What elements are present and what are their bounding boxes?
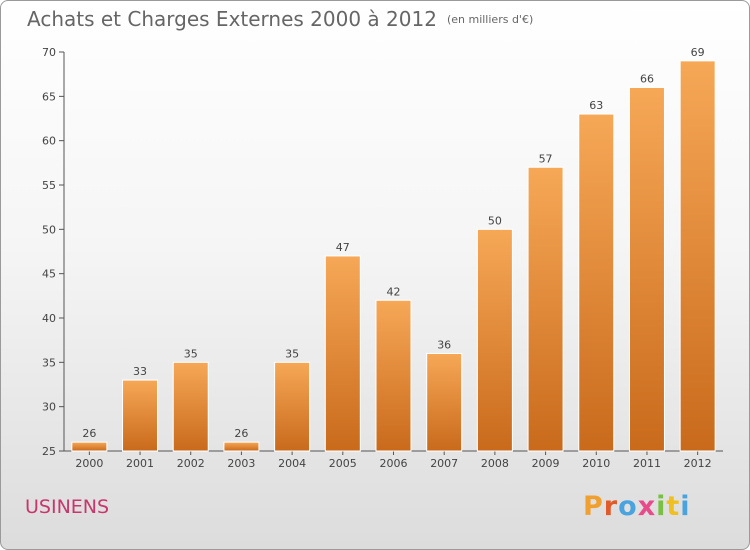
data-label: 26 xyxy=(82,427,96,440)
y-tick-label: 60 xyxy=(42,135,56,148)
logo-letter: x xyxy=(637,491,657,522)
axes: 25 30 35 40 45 50 55 60 65 70 2000 2001 2002 2003 2004… xyxy=(42,46,723,470)
x-tick-label: 2000 xyxy=(75,457,103,470)
labels: 26 33 35 26 35 47 42 36 50 57 63 66 69 xyxy=(82,46,704,440)
logo-letter: i xyxy=(656,491,667,522)
x-tick-label: 2004 xyxy=(278,457,306,470)
bar xyxy=(274,361,311,452)
data-label: 47 xyxy=(336,241,350,254)
y-tick-label: 65 xyxy=(42,90,56,103)
x-tick-label: 2008 xyxy=(481,457,509,470)
bar xyxy=(375,299,412,452)
logo-letter: t xyxy=(666,491,681,522)
bar xyxy=(71,441,108,452)
chart-title-text: Achats et Charges Externes 2000 à 2012 xyxy=(27,7,437,31)
chart-title: Achats et Charges Externes 2000 à 2012 (e… xyxy=(27,7,533,31)
logo-letter: r xyxy=(603,491,619,522)
y-tick-label: 50 xyxy=(42,223,56,236)
bar xyxy=(476,228,513,452)
bar xyxy=(578,113,615,452)
data-label: 50 xyxy=(488,214,502,227)
bar xyxy=(172,361,209,452)
data-label: 57 xyxy=(539,152,553,165)
y-tick-label: 40 xyxy=(42,312,56,325)
x-tick-label: 2006 xyxy=(380,457,408,470)
data-label: 33 xyxy=(133,365,147,378)
y-tick-label: 45 xyxy=(42,268,56,281)
y-tick-label: 35 xyxy=(42,356,56,369)
bar xyxy=(679,60,716,452)
data-label: 35 xyxy=(285,347,299,360)
bars xyxy=(71,60,716,452)
bar xyxy=(527,166,564,452)
chart-subtitle: (en milliers d'€) xyxy=(446,13,534,26)
y-tick-label: 70 xyxy=(42,46,56,59)
bar xyxy=(628,86,665,452)
logo-letter: P xyxy=(583,491,604,522)
x-tick-label: 2002 xyxy=(177,457,205,470)
commune-name: USINENS xyxy=(25,496,110,518)
y-tick-label: 30 xyxy=(42,401,56,414)
x-tick-label: 2005 xyxy=(329,457,357,470)
x-tick-label: 2001 xyxy=(126,457,154,470)
bar xyxy=(122,379,159,452)
data-label: 66 xyxy=(640,72,654,85)
bar xyxy=(324,255,361,452)
x-tick-label: 2003 xyxy=(227,457,255,470)
proxiti-logo[interactable]: Proxiti xyxy=(583,491,691,522)
bar xyxy=(223,441,260,452)
x-tick-label: 2007 xyxy=(430,457,458,470)
y-tick-label: 25 xyxy=(42,445,56,458)
x-tick-label: 2010 xyxy=(582,457,610,470)
data-label: 26 xyxy=(234,427,248,440)
x-tick-label: 2012 xyxy=(684,457,712,470)
logo-letter: i xyxy=(680,491,691,522)
x-tick-label: 2009 xyxy=(532,457,560,470)
data-label: 63 xyxy=(589,99,603,112)
x-tick-label: 2011 xyxy=(633,457,661,470)
data-label: 69 xyxy=(691,46,705,59)
logo-letter: o xyxy=(618,491,638,522)
y-tick-label: 55 xyxy=(42,179,56,192)
data-label: 42 xyxy=(387,285,401,298)
data-label: 36 xyxy=(437,338,451,351)
data-label: 35 xyxy=(184,347,198,360)
bar xyxy=(426,352,463,452)
